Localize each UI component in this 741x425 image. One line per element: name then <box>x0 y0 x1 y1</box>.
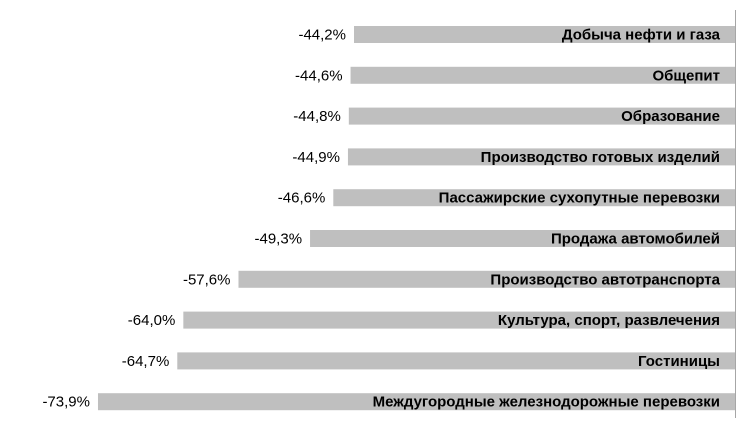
value-labels-group: -44,2% -44,6% -44,8% -44,9% -46,6% -49,3% -57,… <box>42 27 346 411</box>
bar <box>177 352 735 370</box>
category-label: Культура, спорт, развлечения <box>498 312 720 329</box>
bar <box>347 148 735 166</box>
category-label: Образование <box>621 108 720 125</box>
value-label: -44,9% <box>292 149 340 166</box>
value-label: -46,6% <box>278 190 326 207</box>
category-label: Производство готовых изделий <box>481 149 720 166</box>
bar <box>333 189 735 207</box>
value-label: -49,3% <box>255 231 303 248</box>
category-labels-group: Добыча нефти и газа Общепит Образование Про… <box>373 27 721 411</box>
value-label: -64,0% <box>128 312 176 329</box>
value-label: -64,7% <box>122 353 170 370</box>
bar <box>183 311 735 329</box>
bar <box>238 270 735 288</box>
bar <box>348 107 735 125</box>
bar <box>310 230 735 247</box>
category-label: Междугородные железнодорожные перевозки <box>373 394 720 411</box>
value-label: -57,6% <box>183 271 231 288</box>
category-label: Общепит <box>652 67 720 84</box>
category-label: Гостиницы <box>638 353 720 370</box>
category-label: Продажа автомобилей <box>551 231 720 248</box>
bar <box>353 26 735 43</box>
value-label: -44,8% <box>293 108 341 125</box>
category-label: Пассажирские сухопутные перевозки <box>439 190 720 207</box>
value-label: -44,6% <box>295 67 343 84</box>
bar <box>350 66 735 84</box>
bars-group <box>97 26 736 411</box>
bar <box>97 393 736 411</box>
value-label: -73,9% <box>42 394 90 411</box>
category-label: Производство автотранспорта <box>490 271 720 288</box>
value-label: -44,2% <box>298 27 346 44</box>
category-label: Добыча нефти и газа <box>562 27 721 44</box>
